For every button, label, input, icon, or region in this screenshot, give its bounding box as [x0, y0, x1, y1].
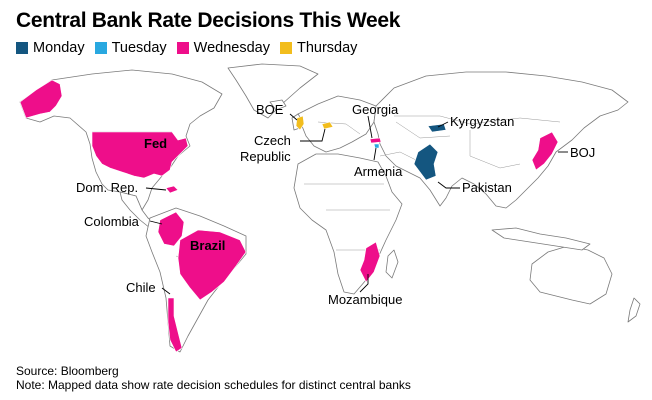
label-boe: BOE [256, 102, 284, 117]
land-new-zealand [627, 297, 641, 323]
label-kyrgyzstan: Kyrgyzstan [450, 114, 514, 129]
leader-kyrgyzstan [437, 121, 449, 128]
country-georgia [369, 137, 382, 144]
legend-item-monday: Monday [16, 40, 85, 56]
country-brazil [177, 229, 247, 301]
label-dom-rep: Dom. Rep. [76, 180, 138, 195]
label-armenia: Armenia [354, 164, 403, 179]
chart-title: Central Bank Rate Decisions This Week [16, 9, 401, 32]
label-chile: Chile [126, 280, 156, 295]
legend-swatch-tuesday [94, 42, 107, 54]
leader-pakistan [437, 181, 460, 189]
label-boj: BOJ [570, 145, 595, 160]
country-colombia [157, 211, 185, 247]
highlighted-countries [19, 79, 559, 353]
legend-item-wednesday: Wednesday [176, 40, 270, 56]
legend: Monday Tuesday Wednesday Thursday [16, 40, 357, 56]
leader-lines [145, 113, 568, 295]
land-asia [373, 71, 629, 209]
land-australia [529, 245, 613, 305]
land-madagascar [385, 249, 399, 279]
land-iceland [269, 99, 287, 111]
country-chile [167, 297, 183, 353]
label-mozambique: Mozambique [328, 292, 402, 307]
legend-swatch-monday [16, 42, 28, 54]
leader-dom-rep [145, 187, 167, 191]
land-masses [19, 63, 641, 353]
border-middle-east [379, 151, 421, 163]
label-georgia: Georgia [352, 102, 399, 117]
legend-label-monday: Monday [33, 40, 85, 56]
country-kyrgyzstan [427, 123, 447, 133]
legend-label-tuesday: Tuesday [111, 40, 167, 56]
label-pakistan: Pakistan [462, 180, 512, 195]
land-indonesia [491, 227, 591, 251]
leader-colombia [149, 220, 163, 225]
land-europe [297, 95, 377, 153]
leader-georgia [367, 115, 373, 139]
legend-item-thursday: Thursday [279, 40, 358, 56]
border-china [469, 130, 521, 169]
legend-item-tuesday: Tuesday [94, 40, 167, 56]
country-armenia [373, 143, 380, 149]
country-dominican-republic [165, 185, 179, 194]
label-fed: Fed [144, 136, 167, 151]
world-map: Fed Dom. Rep. Colombia Brazil Chile BOE … [19, 63, 641, 353]
border-russia [394, 115, 561, 125]
label-czech-line2: Republic [240, 149, 291, 164]
label-brazil: Brazil [190, 238, 225, 253]
source-note: Source: Bloomberg [16, 364, 119, 378]
legend-swatch-wednesday [176, 42, 189, 54]
legend-swatch-thursday [279, 42, 292, 54]
leader-boe [289, 113, 298, 121]
border-kazakhstan [395, 121, 451, 139]
footnote: Note: Mapped data show rate decision sch… [16, 378, 411, 392]
leader-chile [161, 287, 171, 295]
label-czech-line1: Czech [254, 133, 291, 148]
leader-armenia [373, 147, 377, 161]
leader-czech [300, 128, 326, 142]
country-czech-republic [321, 121, 334, 130]
country-united-kingdom [295, 115, 305, 131]
country-united-states [91, 131, 189, 179]
country-mozambique [359, 241, 381, 283]
leader-mozambique [359, 274, 369, 293]
country-japan [531, 131, 559, 171]
legend-label-wednesday: Wednesday [193, 40, 270, 56]
country-pakistan [413, 143, 439, 181]
country-alaska [19, 79, 63, 119]
label-colombia: Colombia [84, 214, 140, 229]
legend-label-thursday: Thursday [296, 40, 358, 56]
country-labels: Fed Dom. Rep. Colombia Brazil Chile BOE … [76, 102, 595, 307]
